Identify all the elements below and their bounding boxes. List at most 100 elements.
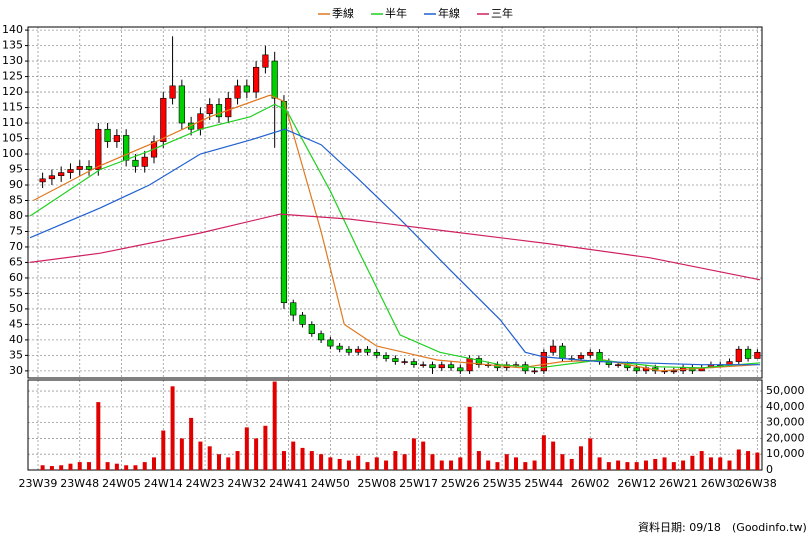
candle-body bbox=[39, 178, 46, 183]
volume-bar bbox=[114, 463, 119, 470]
y-tick-label: 135 bbox=[2, 39, 23, 52]
legend-label: 半年 bbox=[385, 6, 407, 20]
volume-bar bbox=[690, 455, 695, 470]
volume-bar bbox=[161, 430, 166, 470]
y-tick-label: 90 bbox=[9, 178, 23, 191]
candle-body bbox=[559, 345, 566, 359]
y2-tick-label: 30,000 bbox=[766, 416, 805, 429]
volume-bar bbox=[578, 446, 583, 470]
volume-bar bbox=[152, 457, 157, 470]
x-tick-label: 26W21 bbox=[659, 477, 698, 490]
x-tick-label: 23W39 bbox=[19, 477, 58, 490]
legend-label: 季線 bbox=[332, 6, 354, 20]
x-tick-label: 24W14 bbox=[144, 477, 183, 490]
candle-body bbox=[550, 345, 557, 353]
candle-body bbox=[587, 351, 594, 356]
volume-bar bbox=[244, 427, 249, 470]
volume-bar bbox=[532, 460, 537, 470]
volume-bar bbox=[207, 446, 212, 470]
x-tick-label: 26W30 bbox=[701, 477, 740, 490]
y-tick-label: 55 bbox=[9, 286, 23, 299]
volume-bar bbox=[393, 451, 398, 470]
y2-tick-label: 10,000 bbox=[766, 447, 805, 460]
volume-bar bbox=[458, 457, 463, 470]
candle-body bbox=[382, 355, 390, 359]
volume-bar bbox=[235, 451, 240, 470]
volume-bar bbox=[272, 381, 277, 470]
volume-bar bbox=[755, 452, 760, 470]
y-tick-label: 95 bbox=[9, 163, 23, 176]
note: 資料日期: 09/18 bbox=[638, 520, 721, 534]
candle-body bbox=[345, 348, 353, 353]
volume-bar bbox=[300, 447, 305, 470]
x-tick-label: 25W08 bbox=[357, 477, 396, 490]
legend-label: 三年 bbox=[491, 6, 513, 20]
y-tick-label: 40 bbox=[9, 333, 23, 346]
y2-tick-label: 40,000 bbox=[766, 400, 805, 413]
candle-body bbox=[253, 66, 260, 93]
candle-body bbox=[299, 314, 306, 325]
ma-line bbox=[29, 128, 761, 366]
candle-body bbox=[58, 172, 65, 177]
candle-body bbox=[327, 339, 334, 347]
volume-bar bbox=[681, 460, 686, 470]
y2-tick-label: 0 bbox=[766, 463, 773, 476]
y-tick-label: 45 bbox=[9, 317, 23, 330]
candle-body bbox=[225, 97, 232, 118]
volume-bar bbox=[643, 460, 648, 470]
volume-bar bbox=[476, 451, 481, 470]
volume-bar bbox=[634, 462, 639, 470]
candle-body bbox=[85, 166, 93, 170]
x-tick-label: 26W12 bbox=[617, 477, 656, 490]
candle-body bbox=[48, 175, 56, 180]
volume-bar bbox=[291, 441, 296, 470]
volume-bar bbox=[142, 462, 147, 470]
x-tick-label: 25W35 bbox=[483, 477, 522, 490]
y-tick-label: 35 bbox=[9, 348, 23, 361]
volume-bar bbox=[402, 454, 407, 470]
source: (Goodinfo.tw) bbox=[732, 521, 807, 534]
y-tick-label: 115 bbox=[2, 101, 23, 114]
x-tick-label: 24W50 bbox=[311, 477, 350, 490]
candle-body bbox=[577, 355, 585, 359]
volume-bar bbox=[254, 438, 259, 470]
volume-bar bbox=[309, 451, 314, 470]
candle-body bbox=[336, 345, 343, 350]
volume-bar bbox=[421, 441, 426, 470]
y-tick-label: 85 bbox=[9, 193, 23, 206]
volume-bar bbox=[77, 462, 82, 470]
volume-bar bbox=[746, 451, 751, 470]
candle-body bbox=[123, 135, 130, 161]
y-tick-label: 130 bbox=[2, 54, 23, 67]
volume-bar bbox=[356, 455, 361, 470]
candle-body bbox=[744, 348, 752, 359]
plot-frame bbox=[27, 26, 763, 379]
volume-bar bbox=[40, 465, 45, 470]
candle-body bbox=[280, 101, 288, 304]
candle-body bbox=[141, 156, 148, 167]
candle-body bbox=[735, 348, 742, 362]
volume-bar bbox=[346, 460, 351, 470]
volume-bar bbox=[616, 460, 621, 470]
candle-body bbox=[615, 364, 622, 366]
candle-body bbox=[531, 370, 538, 373]
volume-bar bbox=[606, 462, 611, 470]
x-tick-label: 25W17 bbox=[399, 477, 438, 490]
candle-body bbox=[215, 104, 223, 118]
candle-body bbox=[633, 367, 640, 372]
volume-bar bbox=[430, 454, 435, 470]
candle-body bbox=[317, 333, 325, 341]
y-tick-label: 120 bbox=[2, 85, 23, 98]
y2-tick-label: 20,000 bbox=[766, 431, 805, 444]
volume-bar bbox=[384, 460, 389, 470]
volume-bar bbox=[625, 462, 630, 470]
candle-body bbox=[670, 370, 677, 373]
volume-bar bbox=[328, 457, 333, 470]
volume-bar bbox=[365, 462, 370, 470]
volume-bar bbox=[486, 460, 491, 470]
y2-tick-label: 50,000 bbox=[766, 384, 805, 397]
volume-bar bbox=[59, 465, 64, 470]
y-tick-label: 65 bbox=[9, 255, 23, 268]
